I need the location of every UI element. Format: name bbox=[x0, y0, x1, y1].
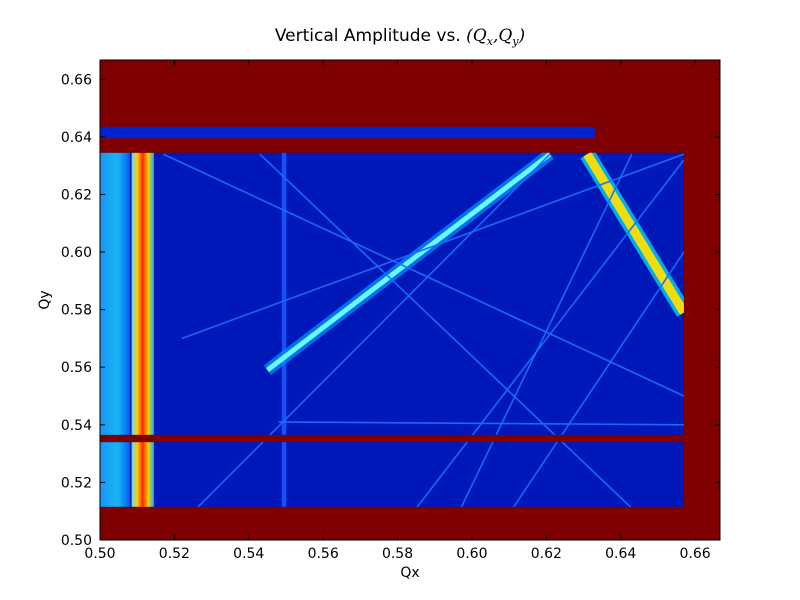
vertical-band-2-lower bbox=[281, 442, 287, 507]
resonance-line-core bbox=[162, 153, 685, 397]
y-tick-label: 0.64 bbox=[61, 130, 92, 146]
chart-title-comma: , bbox=[493, 26, 498, 46]
resonance-line-9 bbox=[512, 251, 685, 509]
resonance-line-5 bbox=[196, 153, 551, 509]
chart-title-text: Vertical Amplitude vs. bbox=[275, 26, 466, 46]
vertical-band-1-upper bbox=[131, 152, 154, 435]
heatmap-left-edge-lower-block bbox=[100, 442, 130, 507]
vertical-band-2-upper bbox=[281, 152, 287, 435]
resonance-line-8 bbox=[460, 153, 633, 509]
x-tick-label: 0.54 bbox=[233, 546, 264, 562]
resonance-line-6 bbox=[259, 153, 633, 509]
x-tick-label: 0.50 bbox=[84, 546, 115, 562]
resonance-line-core bbox=[265, 152, 552, 373]
resonance-line-7 bbox=[415, 159, 685, 509]
y-tick-label: 0.66 bbox=[61, 72, 92, 88]
vertical-band-1-lower bbox=[131, 442, 154, 507]
chart-title-qy-sub: y bbox=[511, 35, 519, 48]
unstable-gap-right bbox=[683, 60, 720, 540]
y-axis-label: Qy bbox=[37, 290, 53, 309]
resonance-line-core bbox=[415, 159, 685, 509]
y-tick-label: 0.58 bbox=[61, 303, 92, 319]
unstable-gap-bottom bbox=[100, 506, 720, 540]
x-tick-label: 0.64 bbox=[605, 546, 636, 562]
y-tick-label: 0.52 bbox=[61, 475, 92, 491]
chart-title-open-paren: ( bbox=[466, 26, 473, 46]
y-tick-label: 0.62 bbox=[61, 187, 92, 203]
resonance-line-core bbox=[460, 153, 633, 509]
x-axis-label: Qx bbox=[400, 565, 419, 581]
x-tick-label: 0.52 bbox=[159, 546, 190, 562]
axes: 0.50 0.52 0.54 0.56 0.58 0.60 0.62 0.64 0.66 0.50… bbox=[61, 59, 721, 562]
resonance-line-core bbox=[181, 153, 685, 340]
x-tick-label: 0.60 bbox=[456, 546, 487, 562]
x-tick-label: 0.62 bbox=[531, 546, 562, 562]
resonance-line-2 bbox=[580, 149, 691, 317]
y-tick-label: 0.56 bbox=[61, 360, 92, 376]
chart-title-close-paren: ) bbox=[518, 26, 526, 46]
resonance-line-10 bbox=[278, 421, 684, 426]
y-tick-label: 0.60 bbox=[61, 245, 92, 261]
heatmap-region-upper-block bbox=[100, 152, 684, 435]
resonance-line-core bbox=[512, 251, 685, 509]
plot-frame bbox=[99, 59, 721, 541]
resonance-line-core bbox=[278, 421, 684, 426]
resonance-line-core bbox=[259, 153, 633, 509]
plot-area bbox=[100, 60, 720, 540]
resonance-line-3 bbox=[162, 153, 685, 397]
heatmap-region-top-strip bbox=[100, 126, 595, 139]
x-tick-label: 0.58 bbox=[382, 546, 413, 562]
unstable-gap-upper bbox=[100, 138, 720, 153]
chart-title: Vertical Amplitude vs. (Qx,Qy) bbox=[275, 26, 525, 48]
heatmap-region-lower-block bbox=[100, 442, 684, 507]
y-tick-label: 0.54 bbox=[61, 418, 92, 434]
resonance-line-1 bbox=[263, 149, 554, 375]
resonance-line-core bbox=[583, 151, 688, 315]
chart-title-qx-sub: x bbox=[487, 35, 494, 48]
y-tick-label: 0.50 bbox=[61, 533, 92, 549]
chart-title-qy-var: Q bbox=[498, 26, 512, 46]
x-tick-label: 0.56 bbox=[308, 546, 339, 562]
resonance-line-core bbox=[196, 153, 551, 509]
x-tick-label: 0.66 bbox=[679, 546, 710, 562]
unstable-gap-middle bbox=[100, 434, 720, 443]
resonance-line-4 bbox=[181, 153, 685, 340]
heatmap-left-edge-upper-block bbox=[100, 152, 130, 435]
chart-title-qx-var: Q bbox=[473, 26, 487, 46]
